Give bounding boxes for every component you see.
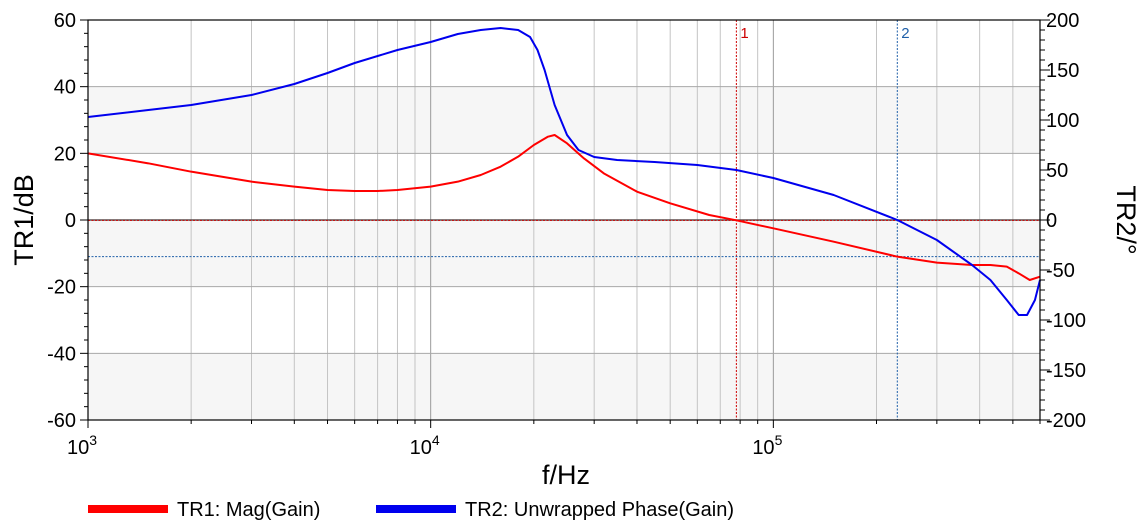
x-tick-label: 104 — [410, 432, 440, 459]
y-right-tick-label: 50 — [1046, 160, 1068, 182]
marker-1-label: 1 — [740, 25, 748, 42]
x-tick-label: 103 — [67, 432, 97, 459]
y-right-tick-label: 150 — [1046, 60, 1079, 82]
tick-labels: 6040200-20-40-60200150100500-50-100-150-… — [47, 10, 1086, 459]
y-right-tick-label: -150 — [1046, 360, 1086, 382]
y-left-tick-label: -40 — [47, 343, 76, 365]
plot-band — [88, 353, 1040, 420]
x-tick-base: 10 — [410, 437, 432, 459]
x-tick-label: 105 — [752, 432, 782, 459]
y-right-tick-label: -200 — [1046, 410, 1086, 432]
marker-2-label: 2 — [901, 25, 909, 42]
y-left-tick-label: 0 — [65, 210, 76, 232]
series-line-tr2 — [87, 27, 1041, 316]
axis-ticks — [80, 19, 1050, 428]
y-right-tick-label: 200 — [1046, 10, 1079, 32]
x-tick-exponent: 4 — [432, 432, 440, 448]
y-left-tick-label: -60 — [47, 410, 76, 432]
x-tick-exponent: 5 — [775, 432, 783, 448]
legend-label-tr1: TR1: Mag(Gain) — [177, 499, 320, 521]
legend-swatch-tr1 — [88, 505, 168, 513]
series-lines — [87, 27, 1041, 316]
y-left-axis-title: TR1/dB — [9, 174, 39, 266]
x-axis-title: f/Hz — [542, 460, 590, 490]
x-tick-exponent: 3 — [89, 432, 97, 448]
y-right-tick-label: 100 — [1046, 110, 1079, 132]
y-left-tick-label: 60 — [54, 10, 76, 32]
y-right-axis-title: TR2/° — [1111, 185, 1141, 254]
y-right-tick-label: 0 — [1046, 210, 1057, 232]
x-tick-base: 10 — [67, 437, 89, 459]
y-left-tick-label: -20 — [47, 277, 76, 299]
legend: TR1: Mag(Gain) TR2: Unwrapped Phase(Gain… — [88, 499, 734, 521]
y-right-tick-label: -50 — [1046, 260, 1075, 282]
legend-label-tr2: TR2: Unwrapped Phase(Gain) — [465, 499, 734, 521]
series-line-tr1 — [87, 134, 1041, 281]
y-left-tick-label: 40 — [54, 77, 76, 99]
y-right-tick-label: -100 — [1046, 310, 1086, 332]
legend-swatch-tr2 — [376, 505, 456, 513]
y-left-tick-label: 20 — [54, 143, 76, 165]
x-tick-base: 10 — [752, 437, 774, 459]
